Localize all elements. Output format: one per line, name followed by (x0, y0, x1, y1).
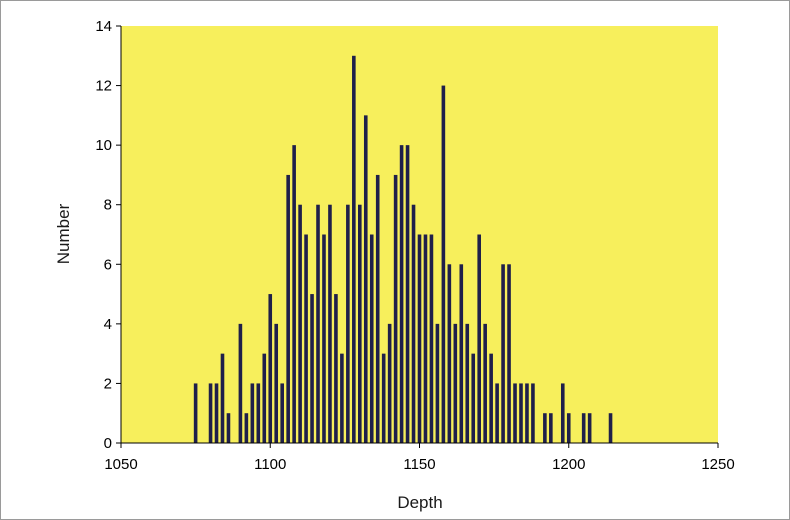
bar (566, 413, 571, 443)
bar (417, 234, 422, 443)
bar (268, 294, 273, 443)
bar (543, 413, 547, 443)
bar (507, 264, 511, 443)
bar (477, 234, 481, 443)
x-tick-label: 1100 (254, 456, 286, 473)
bar (429, 234, 434, 443)
x-tick-label: 1200 (552, 456, 585, 473)
bar (256, 383, 261, 443)
bar (525, 383, 529, 443)
bar (226, 413, 231, 443)
y-tick-label: 2 (104, 375, 112, 392)
bar (375, 174, 380, 443)
bar (328, 204, 332, 443)
bar (581, 413, 586, 443)
bar (310, 294, 314, 443)
bar (549, 413, 553, 443)
bar (208, 383, 213, 443)
bar (304, 234, 308, 443)
bar (358, 204, 362, 443)
bar (193, 383, 198, 443)
bar (471, 353, 476, 443)
bar (435, 323, 440, 443)
bar (280, 383, 284, 443)
bar (489, 353, 493, 443)
bar (459, 264, 464, 443)
bar (483, 323, 487, 443)
bar (447, 264, 452, 443)
bar (393, 174, 398, 443)
bar (519, 383, 523, 443)
bar (316, 204, 320, 443)
bar (250, 383, 255, 443)
x-tick-label: 1250 (701, 456, 734, 473)
x-axis-title: Depth (397, 493, 442, 512)
bar (608, 413, 613, 443)
bar (465, 323, 470, 443)
y-tick-label: 8 (104, 197, 112, 214)
bar (501, 264, 505, 443)
bar (531, 383, 535, 443)
y-tick-label: 10 (95, 137, 112, 154)
bar (238, 323, 243, 443)
bar (220, 353, 225, 443)
bar (441, 85, 446, 443)
bar (340, 353, 344, 443)
bar (405, 145, 410, 443)
bar (214, 383, 219, 443)
bar (334, 294, 338, 443)
y-axis-title: Number (54, 203, 73, 264)
bar (411, 204, 416, 443)
y-tick-label: 0 (104, 435, 112, 452)
bar (587, 413, 592, 443)
bars-group (193, 55, 613, 444)
bar (369, 234, 374, 443)
bar (346, 204, 350, 443)
axes-group: 0 2 4 6 8 10 12 14 1050 1100 1150 1200 1250 (95, 18, 734, 473)
bar (513, 383, 517, 443)
bar (495, 383, 499, 443)
bar (453, 323, 458, 443)
x-tick-label: 1050 (104, 456, 137, 473)
bar (381, 353, 386, 443)
bar (244, 413, 249, 443)
x-tick-label: 1150 (403, 456, 435, 473)
bar (363, 115, 368, 444)
y-tick-label: 12 (95, 78, 112, 95)
bar (322, 234, 326, 443)
bar (262, 353, 267, 443)
bar (274, 323, 279, 443)
bar (387, 323, 392, 443)
y-tick-label: 4 (104, 316, 112, 333)
y-tick-label: 14 (95, 18, 112, 35)
bar (292, 145, 296, 443)
bar (423, 234, 428, 443)
bar (298, 204, 302, 443)
bar (352, 55, 356, 443)
bar (399, 145, 404, 443)
bar (286, 174, 290, 443)
y-tick-label: 6 (104, 256, 112, 273)
bar (560, 383, 565, 443)
